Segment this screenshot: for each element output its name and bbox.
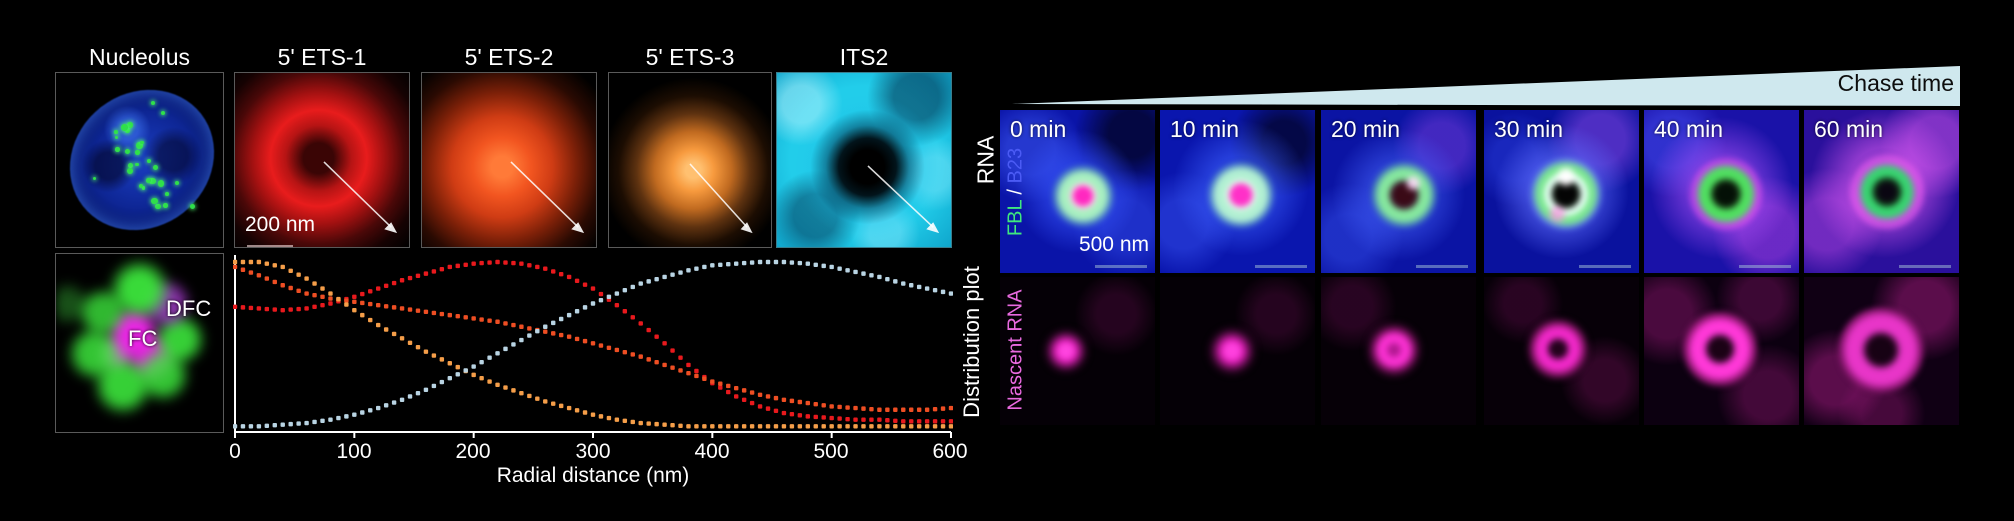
fbl-b23-separator: / bbox=[1004, 183, 1027, 201]
x-tick-300: 300 bbox=[575, 440, 611, 463]
chase-panel-40min-fbl: 40 min bbox=[1644, 110, 1799, 273]
time-label: 10 min bbox=[1170, 116, 1240, 142]
chase-panel-0min-fbl: 0 min 500 nm bbox=[1000, 110, 1155, 273]
dfc-ring-image bbox=[1371, 162, 1437, 228]
nascent-rna-image bbox=[1682, 311, 1758, 387]
nascent-rna-image bbox=[1042, 327, 1090, 375]
scale-bar bbox=[1739, 265, 1791, 268]
nucleolar-foci-dots bbox=[56, 73, 223, 247]
panel-title-nucleolus: Nucleolus bbox=[89, 44, 190, 70]
scale-bar bbox=[1416, 265, 1468, 268]
chase-panel-30min-fbl: 30 min bbox=[1484, 110, 1639, 273]
chase-panel-20min-nascent bbox=[1321, 277, 1476, 425]
rna-panel-5ets2 bbox=[421, 72, 597, 248]
x-tick-200: 200 bbox=[455, 440, 491, 463]
dfc-ring-image bbox=[1690, 158, 1762, 230]
time-label: 0 min bbox=[1010, 116, 1067, 142]
pointer-arrow-icon bbox=[689, 163, 753, 234]
fc-label: FC bbox=[128, 326, 158, 351]
distribution-plot-side-label: Distribution plot bbox=[959, 266, 984, 418]
pointer-arrow-icon bbox=[323, 161, 398, 234]
time-label: 20 min bbox=[1331, 116, 1401, 142]
panel-title-its2: ITS2 bbox=[839, 44, 889, 70]
time-label: 60 min bbox=[1814, 116, 1884, 142]
time-label: 30 min bbox=[1494, 116, 1564, 142]
chase-panel-60min-nascent bbox=[1804, 277, 1959, 425]
nascent-rna-image bbox=[1206, 325, 1258, 377]
pointer-arrow-icon bbox=[510, 161, 585, 234]
chase-panel-60min-fbl: 60 min bbox=[1804, 110, 1959, 273]
chase-panel-10min-nascent bbox=[1160, 277, 1315, 425]
x-tick-0: 0 bbox=[229, 440, 241, 463]
fbl-label: FBL bbox=[1004, 200, 1027, 237]
distribution-plot bbox=[233, 255, 953, 438]
nascent-rna-image bbox=[1365, 321, 1423, 379]
x-axis-label: Radial distance (nm) bbox=[496, 464, 690, 487]
chase-panel-30min-nascent bbox=[1484, 277, 1639, 425]
scale-bar bbox=[1255, 265, 1307, 268]
dfc-ring-image bbox=[1530, 158, 1602, 230]
chase-panel-0min-nascent bbox=[1000, 277, 1155, 425]
nascent-rna-side-label: Nascent RNA bbox=[1004, 289, 1027, 411]
pointer-arrow-icon bbox=[867, 165, 940, 234]
chase-time-wedge bbox=[1012, 66, 1960, 106]
dfc-ring-image bbox=[1052, 165, 1114, 227]
scale-bar bbox=[1899, 265, 1951, 268]
nascent-rna-image bbox=[1838, 307, 1924, 393]
dfc-label: DFC bbox=[166, 296, 212, 321]
x-tick-500: 500 bbox=[813, 440, 849, 463]
fc-dfc-inset-panel: DFC FC bbox=[55, 253, 224, 433]
chase-panel-40min-nascent bbox=[1644, 277, 1799, 425]
dfc-ring-image bbox=[1850, 155, 1924, 229]
chase-panel-10min-fbl: 10 min bbox=[1160, 110, 1315, 273]
chase-panel-20min-fbl: 20 min bbox=[1321, 110, 1476, 273]
panel-title-5ets1: 5' ETS-1 bbox=[277, 44, 367, 70]
scale-bar-200nm bbox=[247, 245, 293, 247]
rna-panel-its2 bbox=[776, 72, 952, 248]
chase-time-label: Chase time bbox=[1837, 70, 1954, 96]
nucleolus-image-panel bbox=[55, 72, 224, 248]
rna-panel-5ets3 bbox=[608, 72, 772, 248]
x-tick-100: 100 bbox=[336, 440, 372, 463]
dfc-ring-image bbox=[1208, 162, 1274, 228]
scale-bar-200nm-label: 200 nm bbox=[245, 213, 316, 236]
x-tick-400: 400 bbox=[694, 440, 730, 463]
rna-row-side-label: RNA bbox=[972, 135, 999, 185]
scale-bar bbox=[1579, 265, 1631, 268]
scale-bar-500nm-label: 500 nm bbox=[1078, 233, 1149, 256]
nascent-rna-image bbox=[1526, 317, 1590, 381]
fbl-b23-side-label: FBL / B23 bbox=[1005, 148, 1028, 236]
x-tick-600: 600 bbox=[932, 440, 968, 463]
panel-title-5ets2: 5' ETS-2 bbox=[464, 44, 554, 70]
scale-bar-500nm bbox=[1095, 265, 1147, 268]
fc-dfc-image bbox=[56, 254, 223, 432]
rna-panel-5ets1: 200 nm bbox=[234, 72, 410, 248]
b23-label: B23 bbox=[1004, 147, 1027, 184]
panel-title-5ets3: 5' ETS-3 bbox=[645, 44, 735, 70]
time-label: 40 min bbox=[1654, 116, 1724, 142]
